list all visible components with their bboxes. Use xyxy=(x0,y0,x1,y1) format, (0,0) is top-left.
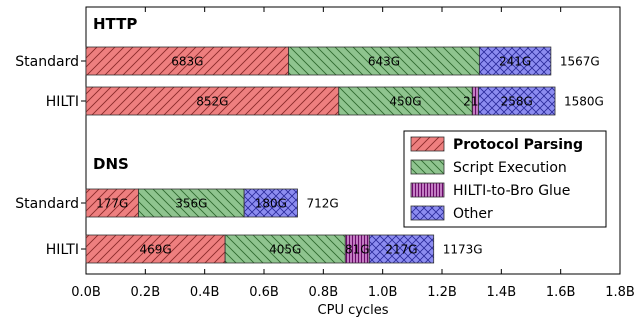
total-label-dns-standard: 712G xyxy=(307,197,339,211)
x-tick-label: 1.4B xyxy=(487,285,517,300)
x-axis: 0.0B 0.2B 0.4B 0.6B 0.8B 1.0B 1.2B 1.4B 1.6B 1.8B xyxy=(71,7,635,300)
legend-label-hilti-to-bro-glue: HILTI-to-Bro Glue xyxy=(453,183,570,199)
y-tick-label-http-hilti: HILTI xyxy=(46,94,79,110)
data-label-http-standard-script-execution: 643G xyxy=(368,55,400,69)
bar-segment-dns-hilti-other xyxy=(368,234,435,264)
x-tick-label: 0.0B xyxy=(71,285,101,300)
bar-segment-http-hilti-script-execution xyxy=(338,86,473,116)
legend-swatch-other xyxy=(410,205,445,221)
total-label-http-standard: 1567G xyxy=(560,55,600,69)
y-tick-label-http-standard: Standard xyxy=(15,54,79,70)
legend-label-other: Other xyxy=(453,206,493,222)
x-tick-label: 0.8B xyxy=(309,285,339,300)
x-tick-label: 0.6B xyxy=(249,285,279,300)
y-tick-label-dns-standard: Standard xyxy=(15,196,79,212)
x-tick-label: 0.4B xyxy=(190,285,220,300)
data-label-dns-standard-protocol-parsing: 177G xyxy=(96,197,128,211)
bar-segment-http-hilti-protocol-parsing xyxy=(85,86,340,116)
x-tick-label: 0.2B xyxy=(131,285,161,300)
bar-segment-http-standard-protocol-parsing xyxy=(85,46,290,76)
x-tick-label: 1.6B xyxy=(546,285,576,300)
data-label-dns-hilti-protocol-parsing: 469G xyxy=(139,243,171,257)
data-label-dns-standard-other: 180G xyxy=(255,197,287,211)
data-label-dns-hilti-other: 217G xyxy=(385,243,417,257)
legend-label-script-execution: Script Execution xyxy=(453,160,567,176)
total-label-http-hilti: 1580G xyxy=(564,95,604,109)
total-label-dns-hilti: 1173G xyxy=(443,243,483,257)
legend: Protocol Parsing Script Execution HILTI-to… xyxy=(403,130,607,228)
legend-label-protocol-parsing: Protocol Parsing xyxy=(453,137,583,153)
x-tick-label: 1.0B xyxy=(368,285,398,300)
x-tick-label: 1.2B xyxy=(427,285,457,300)
bar-segment-http-standard-other xyxy=(478,46,552,76)
data-label-http-hilti-other: 258G xyxy=(501,95,533,109)
x-axis-title: CPU cycles xyxy=(318,303,389,318)
bars-layer: HTTP Standard 683G 643G 241G 1567G HILTI 852G 45… xyxy=(15,15,604,264)
data-label-dns-standard-script-execution: 356G xyxy=(175,197,207,211)
y-tick-label-dns-hilti: HILTI xyxy=(46,242,79,258)
data-label-http-standard-protocol-parsing: 683G xyxy=(171,55,203,69)
group-title-http: HTTP xyxy=(93,15,137,33)
data-label-dns-hilti-script-execution: 405G xyxy=(269,243,301,257)
data-label-http-hilti-protocol-parsing: 852G xyxy=(196,95,228,109)
legend-swatch-protocol-parsing xyxy=(410,136,445,152)
data-label-http-standard-other: 241G xyxy=(499,55,531,69)
data-label-dns-hilti-hilti-to-bro-glue: 81G xyxy=(345,243,370,257)
bar-segment-dns-standard-script-execution xyxy=(138,188,245,218)
legend-swatch-script-execution xyxy=(410,159,445,175)
group-title-dns: DNS xyxy=(93,155,129,173)
bar-segment-dns-standard-protocol-parsing xyxy=(85,188,139,218)
legend-swatch-hilti-to-bro-glue xyxy=(410,182,445,198)
x-tick-label: 1.8B xyxy=(605,285,635,300)
bar-segment-dns-standard-other xyxy=(243,188,298,218)
bar-segment-http-hilti-other xyxy=(478,86,556,116)
bar-segment-dns-hilti-script-execution xyxy=(224,234,346,264)
data-label-http-hilti-script-execution: 450G xyxy=(389,95,421,109)
